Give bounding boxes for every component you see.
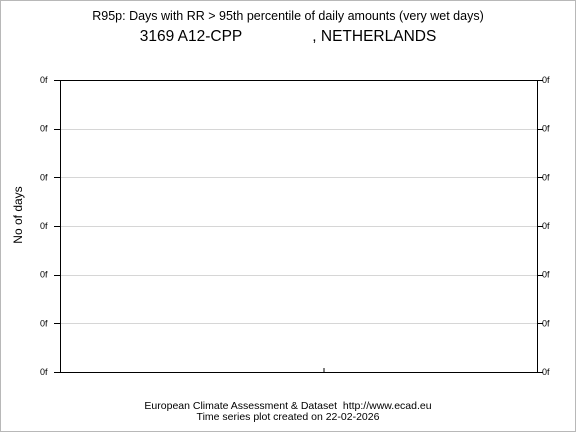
y-tick-label-right: 0f bbox=[542, 172, 550, 182]
chart-title: R95p: Days with RR > 95th percentile of … bbox=[92, 9, 484, 23]
station-heading: 3169 A12-CPP , NETHERLANDS bbox=[0, 28, 576, 46]
y-tick-label-left: 0f bbox=[40, 172, 48, 182]
y-tick-label-left: 0f bbox=[40, 270, 48, 280]
footer-created-date: Time series plot created on 22-02-2026 bbox=[196, 411, 380, 423]
y-tick-label-right: 0f bbox=[542, 221, 550, 231]
station-id-name: 3169 A12-CPP bbox=[140, 28, 243, 45]
y-tick-labels-left: 0f 0f 0f 0f 0f 0f 0f bbox=[40, 75, 60, 377]
y-tick-label-left: 0f bbox=[40, 75, 48, 85]
grid-lines bbox=[60, 129, 537, 324]
y-tick-label-left: 0f bbox=[40, 124, 48, 134]
station-name: A12-CPP bbox=[177, 28, 243, 45]
y-tick-label-right: 0f bbox=[542, 270, 550, 280]
station-country: , NETHERLANDS bbox=[312, 28, 437, 45]
y-tick-label-right: 0f bbox=[542, 75, 550, 85]
y-tick-label-right: 0f bbox=[542, 124, 550, 134]
y-tick-label-left: 0f bbox=[40, 367, 48, 377]
station-id: 3169 bbox=[139, 28, 175, 45]
y-tick-labels-right: 0f 0f 0f 0f 0f 0f 0f bbox=[537, 75, 550, 377]
y-tick-label-right: 0f bbox=[542, 367, 550, 377]
y-tick-label-left: 0f bbox=[40, 221, 48, 231]
y-tick-label-left: 0f bbox=[40, 318, 48, 328]
footer-credit: European Climate Assessment & Dataset ht… bbox=[144, 400, 432, 412]
y-tick-label-right: 0f bbox=[542, 318, 550, 328]
